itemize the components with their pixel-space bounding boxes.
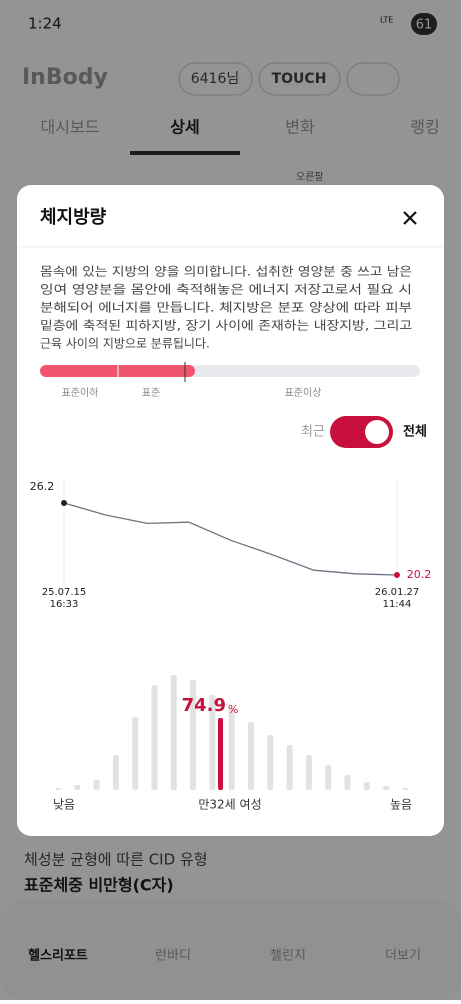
user-chip[interactable]: [178, 62, 253, 96]
tab[interactable]: 랭킹: [410, 118, 439, 137]
hist-bar: [209, 695, 216, 790]
user-marker: [218, 718, 223, 790]
hist-bar: [325, 765, 332, 790]
description-line: 잉여 영양분을 몸안에 축적해놓은 에너지 저장고로서 필요 시: [40, 283, 412, 297]
touch-label: TOUCH: [272, 71, 327, 87]
hist-bar: [132, 717, 139, 790]
hist-high: 높음: [390, 798, 412, 812]
user-name: 6416님: [191, 71, 240, 87]
time-label: 16:33: [50, 599, 79, 610]
description-line: 근육 사이의 지방으로 분류됩니다.: [40, 337, 210, 351]
hist-bar: [267, 735, 274, 790]
hist-bar: [55, 788, 61, 790]
hist-bar: [74, 785, 81, 790]
range-label: 표준이상: [285, 387, 322, 399]
range-label: 표준이하: [62, 386, 99, 399]
hist-bar: [305, 755, 312, 790]
battery-level: 61: [416, 18, 433, 33]
nav-item[interactable]: 더보기: [385, 949, 421, 964]
point: [394, 572, 400, 578]
range-label: 표준: [142, 387, 160, 399]
hist-bar: [93, 780, 100, 790]
status-network: LTE: [380, 16, 393, 25]
hist-bar: [363, 782, 370, 790]
hist-bar: [402, 788, 409, 790]
line: [63, 502, 398, 576]
toggle-left: 최근: [301, 425, 325, 440]
user-value: 74.9: [182, 695, 226, 716]
description-line: 분해되어 에너지를 만듭니다. 체지방은 분포 양상에 따라 피부: [40, 301, 412, 315]
date-label: 25.07.15: [42, 587, 87, 598]
hist-bar: [112, 755, 119, 790]
status-time: 1:24: [28, 15, 62, 33]
logo: InBody: [22, 65, 108, 90]
close-button[interactable]: [403, 211, 417, 225]
hist-bar: [286, 745, 293, 790]
description-line: 밑층에 축적된 피하지방, 장기 사이에 존재하는 내장지방, 그리고: [40, 319, 412, 333]
tab[interactable]: 상세: [170, 118, 199, 137]
touch-chip[interactable]: [258, 62, 341, 96]
toggle-knob: [365, 420, 389, 444]
hist-center: 만32세 여성: [198, 798, 261, 812]
modal-title: 체지방량: [40, 207, 107, 228]
hist-bar: [248, 722, 254, 790]
nav-item[interactable]: 챌린지: [270, 949, 306, 964]
description-line: 몸속에 있는 지방의 양을 의미합니다. 섭취한 영양분 중 쓰고 남은: [40, 265, 412, 279]
time-label: 11:44: [383, 599, 412, 610]
tab[interactable]: 변화: [285, 118, 315, 137]
hist-bar: [170, 675, 177, 790]
hist-bar: [190, 680, 197, 790]
value-label: 26.2: [30, 480, 55, 493]
tab-indicator: [130, 151, 240, 155]
battery: [411, 13, 437, 35]
hist-bar: [344, 775, 351, 790]
value-label: 20.2: [407, 568, 432, 581]
tab[interactable]: 대시보드: [41, 118, 100, 137]
hist-bar: [383, 786, 390, 790]
cid-value: 표준체중 비만형(C자): [24, 876, 174, 895]
point: [61, 500, 67, 506]
bottom-nav: [0, 900, 461, 1000]
hist-bar: [228, 708, 235, 790]
cid-title: 체성분 균형에 따른 CID 유형: [24, 851, 208, 869]
qr-button[interactable]: [346, 62, 400, 96]
hist-bar: [151, 685, 158, 790]
toggle-right: 전체: [403, 424, 427, 440]
nav-item[interactable]: 헬스리포트: [28, 948, 88, 964]
hist-low: 낮음: [53, 798, 75, 812]
nav-item[interactable]: 런바디: [155, 949, 191, 964]
modal: [17, 185, 444, 836]
date-label: 26.01.27: [375, 587, 420, 598]
background-label: 오른팔: [296, 171, 324, 183]
user-unit: %: [228, 703, 238, 716]
